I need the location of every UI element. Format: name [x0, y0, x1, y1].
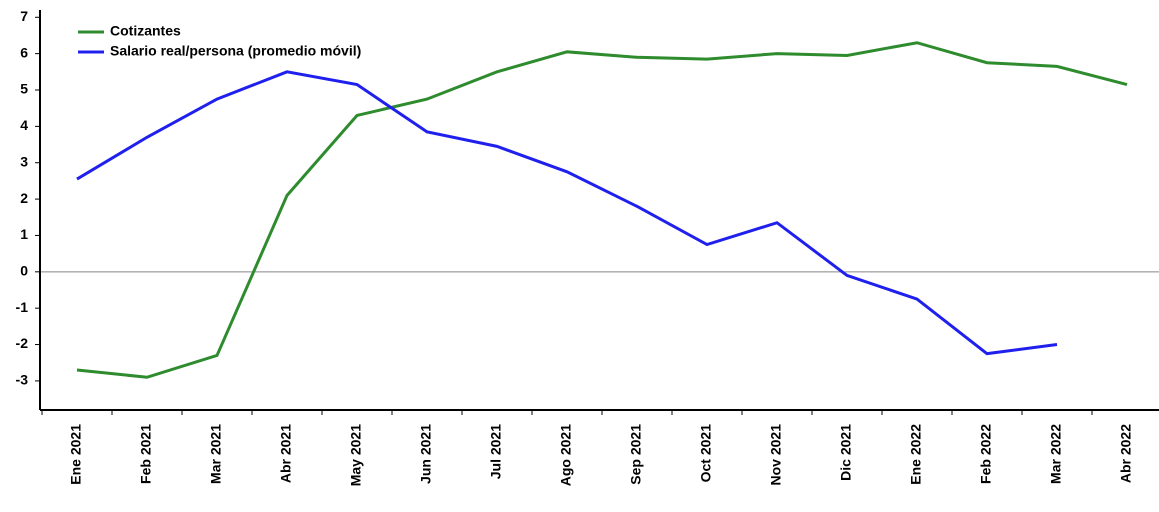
x-tick-label: Jun 2021	[418, 424, 434, 484]
x-tick-label: May 2021	[348, 424, 364, 486]
x-tick-label: Feb 2021	[138, 424, 154, 484]
x-tick-label: Ago 2021	[558, 424, 574, 486]
x-tick-label: Abr 2021	[278, 424, 294, 483]
series-line	[76, 41, 1128, 379]
y-tick-label: 1	[20, 226, 28, 242]
y-tick-label: -2	[16, 335, 29, 351]
x-tick-label: Oct 2021	[698, 424, 714, 483]
x-tick-label: Ene 2021	[68, 424, 84, 485]
x-tick-label: Nov 2021	[768, 424, 784, 486]
x-tick-label: Jul 2021	[488, 424, 504, 479]
x-tick-label: Sep 2021	[628, 424, 644, 485]
x-tick-label: Dic 2021	[838, 424, 854, 481]
y-tick-label: 6	[20, 44, 28, 60]
series-line	[76, 70, 1058, 356]
y-tick-label: 4	[20, 117, 28, 133]
y-tick-label: 0	[20, 263, 28, 279]
y-tick-label: -3	[16, 372, 29, 388]
y-tick-label: 3	[20, 153, 28, 169]
y-tick-label: 7	[20, 8, 28, 24]
legend-label: Cotizantes	[110, 23, 181, 39]
legend-label: Salario real/persona (promedio móvil)	[110, 43, 361, 59]
x-tick-label: Mar 2022	[1048, 424, 1064, 484]
y-tick-label: 2	[20, 190, 28, 206]
x-tick-label: Abr 2022	[1118, 424, 1134, 483]
x-tick-label: Ene 2022	[908, 424, 924, 485]
y-tick-label: -1	[16, 299, 29, 315]
x-tick-label: Feb 2022	[978, 424, 994, 484]
y-tick-label: 5	[20, 81, 28, 97]
x-tick-label: Mar 2021	[208, 424, 224, 484]
